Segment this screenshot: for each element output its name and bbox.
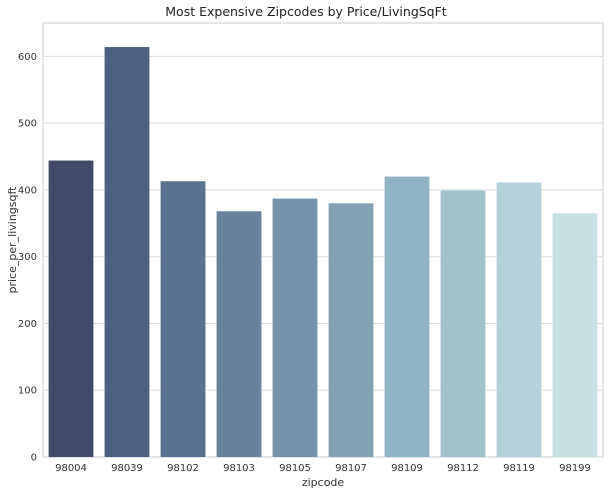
bar-98112	[440, 190, 486, 458]
x-tick-label: 98102	[167, 463, 199, 474]
x-tick-label: 98105	[279, 463, 311, 474]
x-axis-label: zipcode	[302, 476, 345, 489]
chart-title: Most Expensive Zipcodes by Price/LivingS…	[165, 4, 447, 19]
y-axis-label: price_per_livingsqft	[6, 186, 19, 294]
x-tick-label: 98039	[111, 463, 143, 474]
bar-98199	[552, 213, 598, 457]
bar-98107	[328, 203, 374, 457]
bar-98004	[48, 160, 94, 457]
bars	[48, 47, 598, 458]
x-tick-label: 98112	[447, 463, 479, 474]
y-tick-label: 0	[31, 453, 37, 464]
y-tick-label: 600	[18, 52, 37, 63]
y-tick-label: 500	[18, 119, 37, 130]
bar-98119	[496, 182, 542, 457]
x-tick-label: 98199	[559, 463, 591, 474]
y-axis-ticks: 0 100 200 300 400 500 600	[18, 52, 37, 464]
y-tick-label: 200	[18, 319, 37, 330]
x-tick-label: 98103	[223, 463, 255, 474]
bar-98103	[216, 211, 262, 457]
x-tick-label: 98004	[55, 463, 87, 474]
x-tick-label: 98109	[391, 463, 423, 474]
bar-98039	[104, 47, 150, 457]
y-tick-label: 100	[18, 386, 37, 397]
x-axis-ticks: 98004 98039 98102 98103 98105 98107 98109 98112…	[55, 463, 591, 474]
x-tick-label: 98107	[335, 463, 367, 474]
y-tick-label: 400	[18, 185, 37, 196]
x-tick-label: 98119	[503, 463, 535, 474]
y-tick-label: 300	[18, 252, 37, 263]
bar-98102	[160, 181, 206, 457]
bar-98109	[384, 176, 430, 458]
bar-98105	[272, 198, 318, 457]
